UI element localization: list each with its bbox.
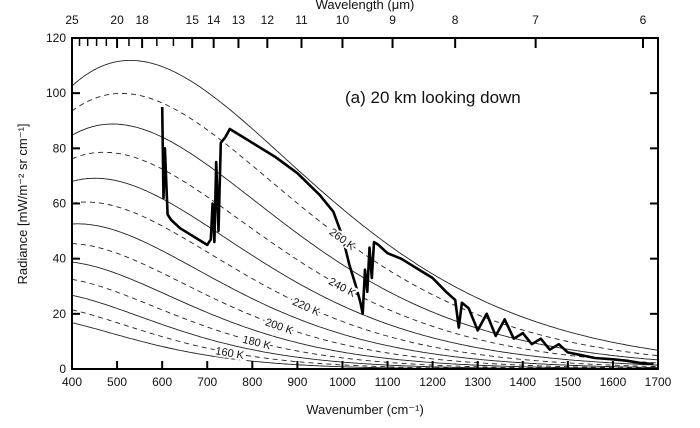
planck-curve-270K <box>71 59 659 351</box>
x-tick-label: 1600 <box>600 375 627 389</box>
planck-curve-200K <box>71 243 658 369</box>
curve-label: 160 K <box>214 345 245 362</box>
top-axis-label: Wavelength (μm) <box>316 0 415 12</box>
axes: 400 500 600 700 800 900 1000 1100 1200 1300 1400 15… <box>46 13 672 389</box>
y-tick-label: 60 <box>53 197 67 211</box>
x-tick-label: 1100 <box>375 375 401 389</box>
x-tick-label: 1200 <box>419 375 446 389</box>
planck-curve-150K <box>71 322 658 370</box>
x-axis-label: Wavenumber (cm⁻¹) <box>306 402 424 417</box>
planck-curve-250K <box>71 123 659 361</box>
x-tick-label: 800 <box>242 375 262 389</box>
x-tick-label: 1300 <box>464 375 491 389</box>
planck-curve-210K <box>71 223 658 369</box>
planck-curve-220K <box>71 201 659 368</box>
top-tick-label: 10 <box>336 13 350 27</box>
annotation: (a) 20 km looking down <box>345 88 521 107</box>
top-tick-label: 25 <box>65 13 79 27</box>
spectrum-series <box>160 106 654 366</box>
planck-curve-190K <box>71 261 658 370</box>
x-tick-label: 1500 <box>554 375 581 389</box>
x-tick-label: 1700 <box>645 375 672 389</box>
top-tick-label: 8 <box>452 13 459 27</box>
spectrum-line <box>160 106 654 366</box>
y-tick-label: 80 <box>53 141 67 155</box>
y-tick-label: 20 <box>53 307 67 321</box>
x-tick-label: 400 <box>62 375 82 389</box>
planck-curve-260K <box>71 92 659 357</box>
x-tick-label: 700 <box>197 375 217 389</box>
top-tick-label: 7 <box>532 13 539 27</box>
x-tick-label: 1400 <box>509 375 536 389</box>
top-tick-label: 14 <box>207 13 221 27</box>
top-tick-label: 15 <box>186 13 200 27</box>
top-tick-label: 13 <box>232 13 246 27</box>
y-tick-label: 100 <box>46 86 66 100</box>
top-tick-label: 18 <box>135 13 149 27</box>
x-tick-label: 1000 <box>329 375 356 389</box>
top-tick-label: 20 <box>110 13 124 27</box>
y-tick-label: 40 <box>53 252 67 266</box>
y-tick-label: 0 <box>59 362 66 376</box>
y-tick-label: 120 <box>46 31 66 45</box>
curve-label: 220 K <box>290 296 322 319</box>
planck-curve-180K <box>71 278 658 370</box>
y-axis-label: Radiance [mW/m⁻² sr cm⁻¹] <box>15 123 30 284</box>
top-tick-label: 11 <box>295 13 308 27</box>
planck-curve-230K <box>71 177 659 366</box>
top-tick-label: 9 <box>389 13 396 27</box>
curve-label: 180 K <box>241 334 272 353</box>
x-tick-label: 500 <box>107 375 127 389</box>
x-tick-label: 900 <box>287 375 307 389</box>
curve-label: 260 K <box>327 226 358 253</box>
top-tick-label: 6 <box>640 13 647 27</box>
x-tick-label: 600 <box>152 375 172 389</box>
planck-curve-240K <box>71 151 659 364</box>
top-tick-label: 12 <box>261 13 275 27</box>
